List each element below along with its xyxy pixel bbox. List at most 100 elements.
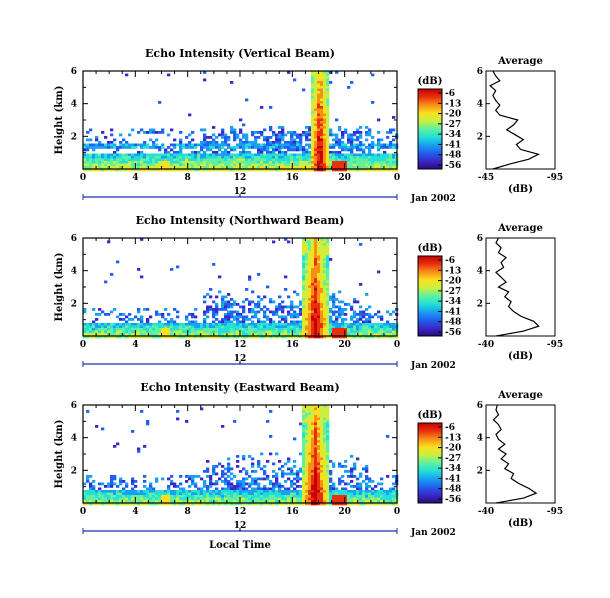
panel-2: Echo Intensity (Northward Beam) Height (k… bbox=[54, 214, 563, 371]
x-tick-label: 12 bbox=[234, 173, 247, 183]
average-x-label: (dB) bbox=[508, 518, 533, 529]
average-y-tick-label: 2 bbox=[477, 132, 483, 142]
y-tick-label: 6 bbox=[71, 401, 77, 411]
x-tick-label: 4 bbox=[132, 173, 138, 183]
colorbar-tick-label: -13 bbox=[445, 433, 461, 443]
x-tick-label: 8 bbox=[185, 507, 191, 517]
date-label: Jan 2002 bbox=[410, 194, 456, 204]
colorbar-gradient bbox=[417, 255, 443, 337]
heatmap-cells bbox=[83, 238, 399, 339]
average-x-tick-label: -95 bbox=[547, 507, 563, 517]
colorbar-tick-label: -20 bbox=[445, 444, 461, 454]
x-tick-label: 16 bbox=[286, 340, 299, 350]
colorbar-tick-label: -56 bbox=[445, 161, 461, 171]
average-x-tick-label: -95 bbox=[547, 340, 563, 350]
x-tick-label: 16 bbox=[286, 507, 299, 517]
x-tick-label: 0 bbox=[80, 340, 86, 350]
day-axis: 12 Jan 2002 bbox=[82, 187, 456, 204]
colorbar-tick-label: -34 bbox=[445, 464, 461, 474]
colorbar-tick-label: -41 bbox=[445, 140, 461, 150]
x-tick-label: 12 bbox=[234, 507, 247, 517]
average-x-tick-label: -40 bbox=[478, 340, 494, 350]
average-x-tick-label: -40 bbox=[478, 507, 494, 517]
day-axis: 12 Jan 2002 bbox=[82, 354, 456, 371]
average-x-label: (dB) bbox=[508, 351, 533, 362]
x-tick-label: 8 bbox=[185, 173, 191, 183]
average-y-tick-label: 6 bbox=[477, 67, 483, 77]
y-tick-label: 2 bbox=[71, 132, 77, 142]
colorbar-tick-label: -6 bbox=[445, 89, 455, 99]
average-frame bbox=[485, 404, 556, 504]
y-axis-label: Height (km) bbox=[54, 86, 65, 155]
colorbar-tick-label: -48 bbox=[445, 318, 461, 328]
average-profile-line bbox=[489, 70, 541, 170]
average-profile: Average 2 4 6 -40 -95 (dB) bbox=[477, 390, 563, 529]
y-ticks: 2 4 6 bbox=[71, 234, 397, 321]
day-tick-label: 12 bbox=[234, 354, 247, 364]
colorbar-tick-label: -41 bbox=[445, 474, 461, 484]
colorbar-tick-label: -34 bbox=[445, 130, 461, 140]
average-profile: Average 2 4 6 -40 -95 (dB) bbox=[477, 223, 563, 362]
x-tick-label: 0 bbox=[80, 173, 86, 183]
panel-title: Echo Intensity (Vertical Beam) bbox=[145, 47, 335, 60]
colorbar-tick-label: -13 bbox=[445, 99, 461, 109]
x-ticks: 0 4 8 12 16 20 0 bbox=[80, 71, 400, 183]
y-tick-label: 2 bbox=[71, 299, 77, 309]
average-title: Average bbox=[497, 56, 543, 67]
y-tick-label: 2 bbox=[71, 466, 77, 476]
panel-1: Echo Intensity (Vertical Beam) Height (km… bbox=[54, 47, 563, 204]
average-y-tick-label: 2 bbox=[477, 466, 483, 476]
y-ticks: 2 4 6 bbox=[71, 401, 397, 488]
average-y-tick-label: 6 bbox=[477, 234, 483, 244]
average-frame bbox=[485, 70, 556, 170]
colorbar-unit: (dB) bbox=[418, 410, 443, 421]
x-tick-label: 0 bbox=[394, 507, 400, 517]
x-axis-label: Local Time bbox=[209, 540, 271, 551]
colorbar-tick-label: -6 bbox=[445, 256, 455, 266]
average-x-label: (dB) bbox=[508, 184, 533, 195]
colorbar-tick-label: -41 bbox=[445, 307, 461, 317]
colorbar-gradient bbox=[417, 422, 443, 504]
colorbar-tick-label: -56 bbox=[445, 328, 461, 338]
average-y-tick-label: 6 bbox=[477, 401, 483, 411]
average-y-tick-label: 2 bbox=[477, 299, 483, 309]
day-axis: 12 Jan 2002 bbox=[82, 521, 456, 538]
x-tick-label: 16 bbox=[286, 173, 299, 183]
heatmap-cells bbox=[83, 405, 399, 506]
average-frame bbox=[485, 237, 556, 337]
y-tick-label: 4 bbox=[71, 434, 77, 444]
average-profile: Average 2 4 6 -45 -95 (dB) bbox=[477, 56, 563, 195]
y-axis-label: Height (km) bbox=[54, 253, 65, 322]
x-tick-label: 8 bbox=[185, 340, 191, 350]
x-tick-label: 4 bbox=[132, 507, 138, 517]
colorbar-tick-label: -27 bbox=[445, 454, 461, 464]
colorbar-tick-label: -27 bbox=[445, 287, 461, 297]
average-y-tick-label: 4 bbox=[477, 434, 483, 444]
y-ticks: 2 4 6 bbox=[71, 67, 397, 154]
x-ticks: 0 4 8 12 16 20 0 bbox=[80, 238, 400, 350]
colorbar-unit: (dB) bbox=[418, 243, 443, 254]
date-label: Jan 2002 bbox=[410, 361, 456, 371]
x-tick-label: 20 bbox=[338, 507, 351, 517]
average-x-tick-label: -45 bbox=[478, 173, 494, 183]
colorbar-unit: (dB) bbox=[418, 76, 443, 87]
y-tick-label: 4 bbox=[71, 267, 77, 277]
average-y-tick-label: 4 bbox=[477, 100, 483, 110]
average-title: Average bbox=[497, 223, 543, 234]
x-tick-label: 0 bbox=[394, 340, 400, 350]
colorbar: (dB)-6-13-20-27-34-41-48-56 bbox=[417, 410, 461, 505]
x-tick-label: 20 bbox=[338, 340, 351, 350]
day-tick-label: 12 bbox=[234, 521, 247, 531]
colorbar-tick-label: -20 bbox=[445, 277, 461, 287]
average-x-tick-label: -95 bbox=[547, 173, 563, 183]
colorbar-tick-label: -56 bbox=[445, 495, 461, 505]
panel-title: Echo Intensity (Eastward Beam) bbox=[140, 381, 339, 394]
x-tick-label: 0 bbox=[394, 173, 400, 183]
colorbar-tick-label: -20 bbox=[445, 110, 461, 120]
x-tick-label: 0 bbox=[80, 507, 86, 517]
date-label: Jan 2002 bbox=[410, 528, 456, 538]
y-tick-label: 4 bbox=[71, 100, 77, 110]
colorbar-tick-label: -34 bbox=[445, 297, 461, 307]
x-tick-label: 20 bbox=[338, 173, 351, 183]
